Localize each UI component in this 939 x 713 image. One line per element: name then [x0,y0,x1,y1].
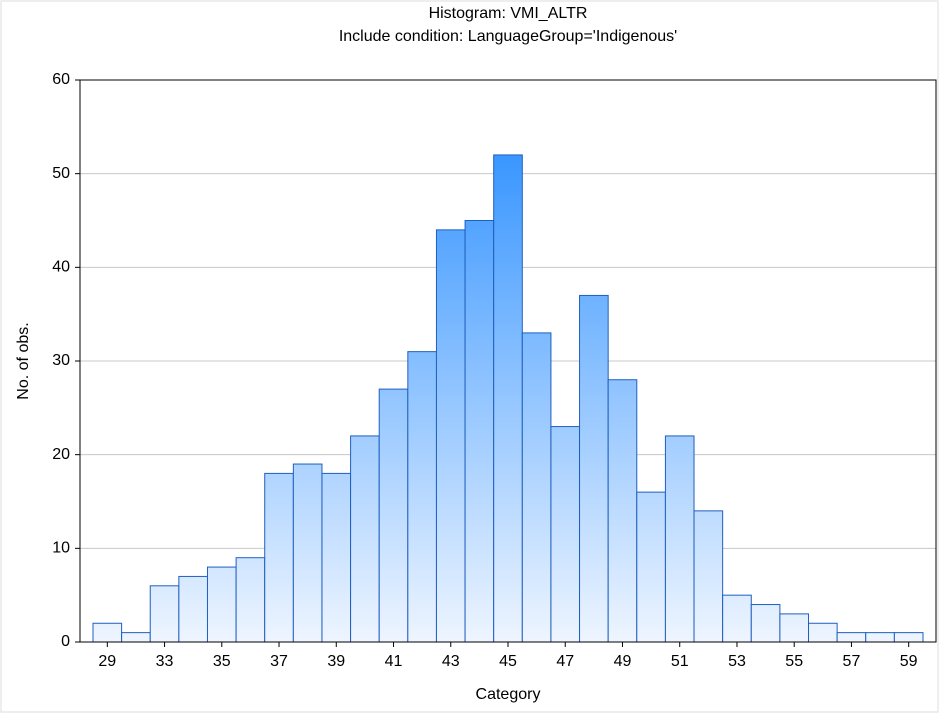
bar [264,472,294,643]
bar [893,632,924,643]
x-tick-label: 55 [785,653,803,670]
bar [521,332,552,643]
y-tick-label: 60 [52,71,70,88]
x-tick-label: 35 [213,653,231,670]
bar [750,604,781,643]
chart-title: Histogram: VMI_ALTR [429,5,588,22]
x-tick-label: 39 [327,653,345,670]
bar [321,472,352,643]
x-tick-label: 43 [442,653,460,670]
bar [206,566,237,643]
x-axis-label: Category [476,686,541,703]
x-tick-label: 49 [614,653,632,670]
y-tick-label: 40 [52,259,70,276]
y-tick-label: 50 [52,165,70,182]
bar [664,435,695,643]
bar [178,575,208,643]
x-tick-label: 47 [556,653,574,670]
x-tick-label: 57 [843,653,861,670]
x-tick-label: 51 [671,653,689,670]
bar [865,632,895,643]
bar [92,622,123,643]
y-tick-label: 0 [61,633,70,650]
bar [235,557,266,643]
x-tick-label: 53 [728,653,746,670]
bar [550,426,581,643]
bar [693,510,724,643]
x-tick-label: 29 [98,653,116,670]
y-tick-label: 20 [52,446,70,463]
bar [808,622,838,643]
bar [636,491,666,643]
y-tick-label: 10 [52,540,70,557]
y-axis-label: No. of obs. [15,322,32,399]
bar [779,613,810,643]
bar [464,220,495,643]
x-tick-label: 45 [499,653,517,670]
bar [292,463,323,643]
bar [350,435,380,643]
bar [493,154,523,643]
bar [836,632,867,643]
plot-border [79,79,937,643]
bar [378,388,409,643]
bar [435,229,466,643]
bar [579,294,609,643]
x-tick-label: 37 [270,653,288,670]
x-tick-label: 59 [900,653,918,670]
chart-subtitle: Include condition: LanguageGroup='Indige… [339,28,677,45]
x-tick-label: 33 [156,653,174,670]
bar [121,632,151,643]
bar [722,594,752,643]
bar [149,585,180,643]
bar [607,379,638,643]
x-tick-label: 41 [385,653,403,670]
bar [407,351,437,643]
y-tick-label: 30 [52,352,70,369]
